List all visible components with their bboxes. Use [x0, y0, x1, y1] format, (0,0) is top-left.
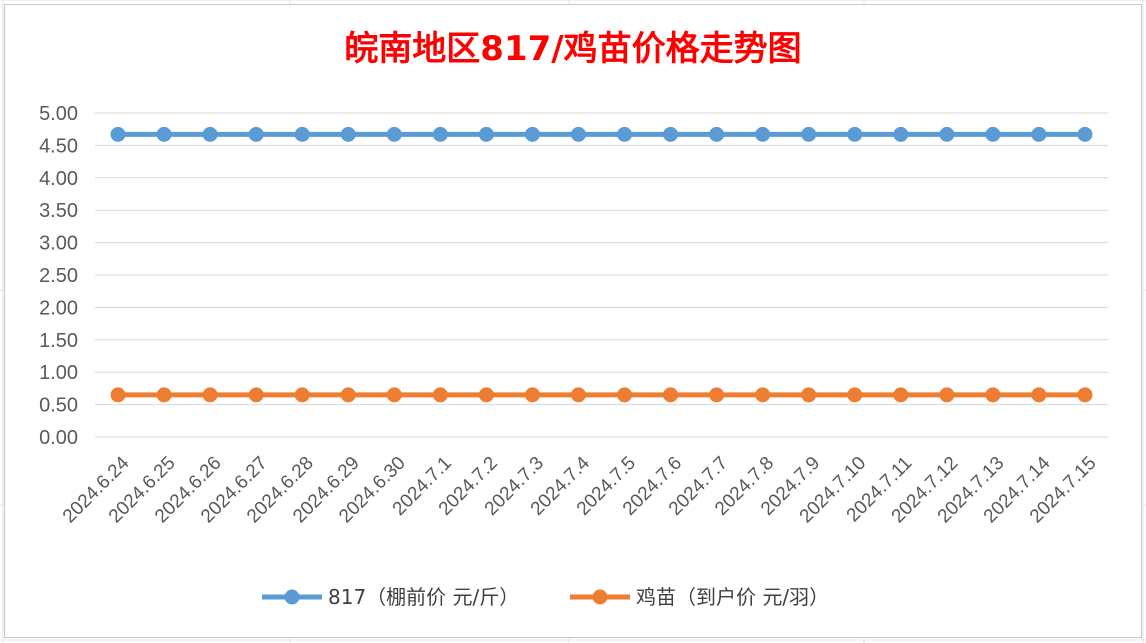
data-point[interactable]	[985, 387, 1001, 403]
data-point[interactable]	[939, 126, 955, 142]
data-point[interactable]	[202, 387, 218, 403]
data-point[interactable]	[570, 126, 586, 142]
data-point[interactable]	[294, 387, 310, 403]
y-tick-label: 4.50	[39, 135, 78, 157]
data-point[interactable]	[570, 387, 586, 403]
y-tick-label: 2.00	[39, 297, 78, 319]
y-tick-label: 1.50	[39, 330, 78, 352]
data-point[interactable]	[524, 387, 540, 403]
legend[interactable]: 817（棚前价 元/斤） 鸡苗（到户价 元/羽）	[262, 585, 829, 609]
data-point[interactable]	[248, 126, 264, 142]
data-point[interactable]	[847, 126, 863, 142]
y-tick-label: 3.00	[39, 233, 78, 255]
data-point[interactable]	[847, 387, 863, 403]
data-point[interactable]	[156, 387, 172, 403]
data-point[interactable]	[110, 387, 126, 403]
data-point[interactable]	[1031, 387, 1047, 403]
data-point[interactable]	[248, 387, 264, 403]
data-point[interactable]	[110, 126, 126, 142]
data-point[interactable]	[663, 126, 679, 142]
data-point[interactable]	[202, 126, 218, 142]
data-point[interactable]	[893, 126, 909, 142]
series-1	[110, 126, 1093, 142]
y-tick-label: 0.00	[39, 427, 78, 449]
y-tick-label: 0.50	[39, 395, 78, 417]
data-point[interactable]	[709, 387, 725, 403]
data-point[interactable]	[386, 126, 402, 142]
y-axis-tick-labels: 0.00 0.50 1.00 1.50 2.00 2.50 3.00 3.50 4.00 4.50…	[39, 103, 78, 449]
data-point[interactable]	[1077, 126, 1093, 142]
legend-label: 817（棚前价 元/斤）	[328, 585, 519, 609]
data-point[interactable]	[156, 126, 172, 142]
data-point[interactable]	[432, 387, 448, 403]
y-tick-label: 1.00	[39, 362, 78, 384]
series-2	[110, 387, 1093, 403]
data-point[interactable]	[340, 126, 356, 142]
data-point[interactable]	[985, 126, 1001, 142]
y-tick-label: 5.00	[39, 103, 78, 125]
data-point[interactable]	[478, 126, 494, 142]
data-point[interactable]	[1077, 387, 1093, 403]
series-layer	[110, 126, 1093, 403]
data-point[interactable]	[294, 126, 310, 142]
data-point[interactable]	[432, 126, 448, 142]
data-point[interactable]	[939, 387, 955, 403]
data-point[interactable]	[755, 387, 771, 403]
data-point[interactable]	[524, 126, 540, 142]
legend-item-1[interactable]: 817（棚前价 元/斤）	[262, 585, 519, 609]
y-tick-label: 2.50	[39, 265, 78, 287]
data-point[interactable]	[755, 126, 771, 142]
y-tick-label: 4.00	[39, 168, 78, 190]
chart-area[interactable]	[4, 4, 1142, 638]
data-point[interactable]	[386, 387, 402, 403]
legend-marker	[284, 589, 300, 605]
data-point[interactable]	[801, 126, 817, 142]
legend-marker	[592, 589, 608, 605]
x-axis-tick-labels: 2024.6.242024.6.252024.6.262024.6.272024…	[59, 452, 1101, 527]
data-point[interactable]	[617, 387, 633, 403]
legend-label: 鸡苗（到户价 元/羽）	[636, 585, 829, 609]
data-point[interactable]	[893, 387, 909, 403]
data-point[interactable]	[617, 126, 633, 142]
data-point[interactable]	[801, 387, 817, 403]
data-point[interactable]	[340, 387, 356, 403]
data-point[interactable]	[1031, 126, 1047, 142]
data-point[interactable]	[663, 387, 679, 403]
legend-item-2[interactable]: 鸡苗（到户价 元/羽）	[570, 585, 829, 609]
chart-title: 皖南地区817/鸡苗价格走势图	[344, 29, 801, 69]
data-point[interactable]	[709, 126, 725, 142]
y-tick-label: 3.50	[39, 200, 78, 222]
data-point[interactable]	[478, 387, 494, 403]
gridlines	[95, 112, 1108, 438]
